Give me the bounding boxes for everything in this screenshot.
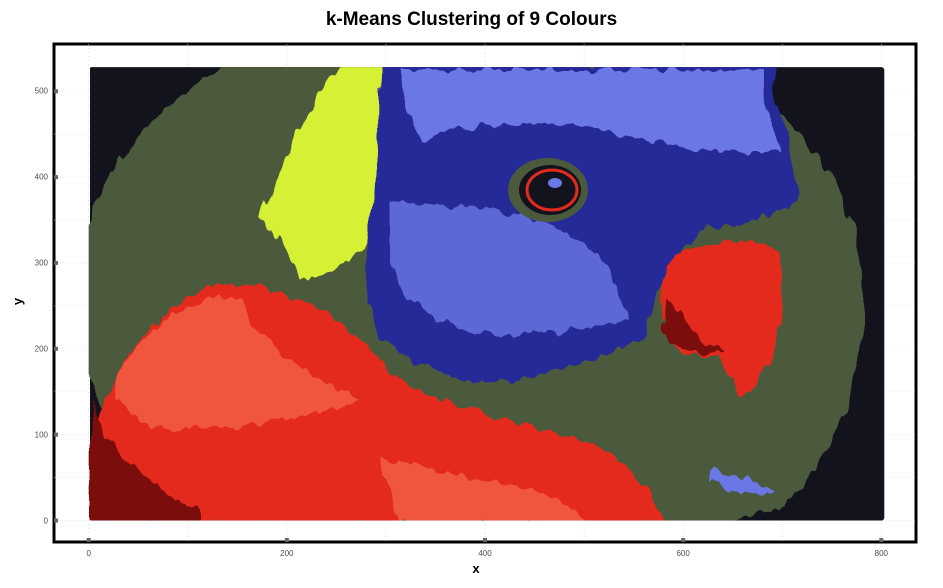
cluster-orange-lower (380, 460, 590, 521)
x-tick-mark (284, 538, 289, 542)
y-axis-title: y (10, 297, 26, 306)
y-tick-label: 0 (43, 516, 48, 526)
y-tick-label: 100 (34, 430, 48, 440)
y-tick-mark (54, 518, 58, 523)
x-tick-label: 200 (280, 549, 294, 558)
x-tick-mark (483, 538, 487, 542)
y-tick-mark (54, 432, 58, 437)
y-tick-mark (54, 175, 58, 180)
cluster-blue-fleck (710, 470, 775, 493)
y-tick-mark (54, 346, 58, 351)
cluster-red-beak (663, 241, 784, 397)
eye-highlight (548, 178, 562, 188)
x-tick-label: 800 (874, 549, 888, 558)
chart-title: k-Means Clustering of 9 Colours (325, 9, 618, 30)
eye-pupil (532, 174, 572, 206)
x-axis-title: x (472, 561, 480, 576)
y-tick-mark (54, 260, 58, 265)
y-tick-label: 500 (34, 86, 48, 96)
x-tick-mark (86, 538, 91, 542)
x-tick-label: 0 (86, 549, 91, 558)
cluster-dark-red-beak (665, 300, 725, 353)
y-tick-label: 400 (34, 172, 48, 182)
y-tick-label: 200 (34, 344, 48, 354)
x-tick-label: 400 (478, 549, 492, 558)
clustered-image (88, 67, 885, 521)
axes (54, 89, 884, 542)
y-tick-mark (54, 89, 58, 94)
y-tick-label: 300 (34, 258, 48, 268)
cluster-olive-right (620, 120, 862, 521)
eye-red-iris (525, 168, 579, 212)
cluster-orange-highlight (115, 298, 360, 430)
x-tick-mark (879, 538, 884, 542)
cluster-dark-red-edge (90, 400, 200, 521)
cluster-light-blue-feathers (400, 70, 780, 153)
x-tick-label: 600 (676, 549, 690, 558)
cluster-light-blue-cheek (390, 200, 630, 335)
x-tick-mark (681, 538, 686, 542)
